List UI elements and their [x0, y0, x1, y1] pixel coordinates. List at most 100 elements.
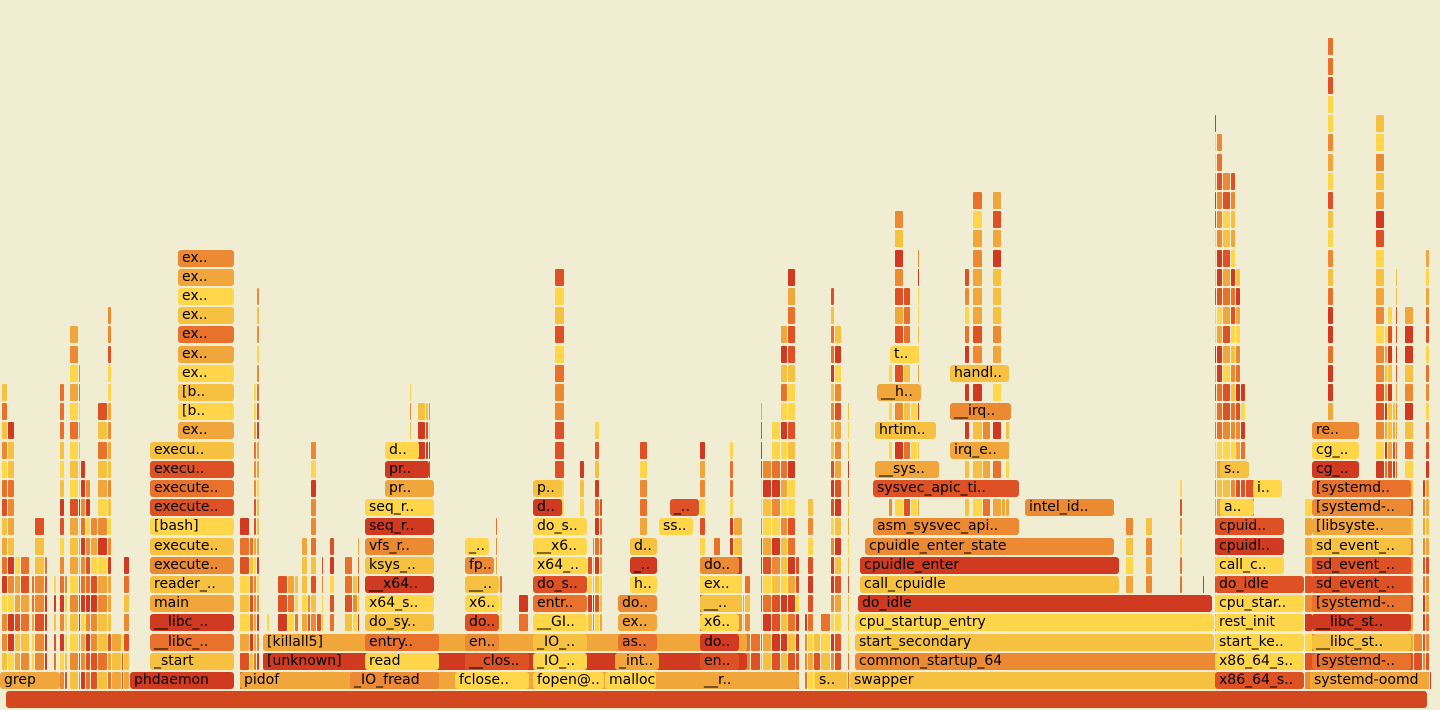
- small-frame[interactable]: [772, 537, 780, 555]
- small-frame[interactable]: [1423, 576, 1425, 593]
- small-frame[interactable]: [555, 307, 564, 325]
- small-frame[interactable]: [965, 499, 969, 517]
- small-frame[interactable]: [1217, 192, 1222, 209]
- small-frame[interactable]: [788, 384, 795, 401]
- small-frame[interactable]: [1305, 499, 1312, 517]
- small-frame[interactable]: [1426, 345, 1429, 363]
- small-frame[interactable]: [311, 480, 316, 497]
- small-frame[interactable]: [1231, 192, 1235, 209]
- small-frame[interactable]: [254, 614, 256, 632]
- small-frame[interactable]: [1231, 364, 1235, 382]
- small-frame[interactable]: [848, 633, 849, 651]
- small-frame[interactable]: [640, 460, 647, 478]
- small-frame[interactable]: [1236, 345, 1240, 363]
- small-frame[interactable]: [1396, 384, 1397, 401]
- small-frame[interactable]: [796, 595, 799, 613]
- small-frame[interactable]: [1217, 211, 1222, 229]
- small-frame[interactable]: [772, 480, 780, 497]
- small-frame[interactable]: [588, 556, 592, 574]
- small-frame[interactable]: [761, 633, 762, 651]
- small-frame[interactable]: [345, 556, 352, 574]
- small-frame[interactable]: [302, 537, 307, 555]
- small-frame[interactable]: [124, 614, 129, 632]
- small-frame[interactable]: [831, 480, 834, 497]
- small-frame[interactable]: [311, 614, 316, 632]
- small-frame[interactable]: [918, 288, 919, 305]
- small-frame[interactable]: [124, 633, 129, 651]
- small-frame[interactable]: [904, 441, 910, 459]
- small-frame[interactable]: [1423, 614, 1425, 632]
- small-frame[interactable]: [65, 652, 67, 670]
- small-frame[interactable]: [1231, 345, 1235, 363]
- small-frame[interactable]: [108, 499, 111, 517]
- stack-frame[interactable]: _IO_fread: [350, 672, 439, 689]
- small-frame[interactable]: [108, 422, 111, 440]
- small-frame[interactable]: [79, 499, 80, 517]
- small-frame[interactable]: [895, 230, 903, 248]
- stack-frame[interactable]: call_c..: [1215, 556, 1284, 574]
- small-frame[interactable]: [124, 652, 129, 670]
- small-frame[interactable]: [772, 595, 780, 613]
- small-frame[interactable]: [426, 422, 428, 440]
- small-frame[interactable]: [835, 499, 841, 517]
- small-frame[interactable]: [763, 556, 771, 574]
- small-frame[interactable]: [79, 441, 80, 459]
- small-frame[interactable]: [595, 480, 599, 497]
- small-frame[interactable]: [763, 652, 771, 670]
- small-frame[interactable]: [15, 576, 20, 593]
- stack-frame[interactable]: hrtim..: [875, 422, 936, 440]
- small-frame[interactable]: [1236, 403, 1240, 421]
- small-frame[interactable]: [79, 480, 80, 497]
- small-frame[interactable]: [278, 595, 287, 613]
- small-frame[interactable]: [1305, 537, 1312, 555]
- small-frame[interactable]: [91, 556, 97, 574]
- small-frame[interactable]: [700, 499, 705, 517]
- small-frame[interactable]: [831, 556, 834, 574]
- small-frame[interactable]: [8, 537, 14, 555]
- small-frame[interactable]: [240, 518, 249, 536]
- small-frame[interactable]: [973, 192, 982, 209]
- small-frame[interactable]: [124, 576, 129, 593]
- small-frame[interactable]: [788, 288, 795, 305]
- small-frame[interactable]: [45, 556, 47, 574]
- small-frame[interactable]: [848, 441, 849, 459]
- small-frame[interactable]: [81, 633, 85, 651]
- small-frame[interactable]: [1388, 307, 1392, 325]
- small-frame[interactable]: [70, 652, 78, 670]
- small-frame[interactable]: [1223, 326, 1230, 344]
- small-frame[interactable]: [330, 614, 334, 632]
- small-frame[interactable]: [983, 499, 990, 517]
- small-frame[interactable]: [796, 614, 799, 632]
- small-frame[interactable]: [831, 614, 834, 632]
- small-frame[interactable]: [21, 595, 29, 613]
- small-frame[interactable]: [788, 268, 795, 286]
- small-frame[interactable]: [781, 633, 787, 651]
- small-frame[interactable]: [81, 518, 85, 536]
- small-frame[interactable]: [808, 518, 813, 536]
- root-frame[interactable]: [6, 691, 1427, 709]
- stack-frame[interactable]: cpuidle_enter: [860, 556, 1119, 574]
- small-frame[interactable]: [1241, 422, 1245, 440]
- small-frame[interactable]: [86, 614, 90, 632]
- small-frame[interactable]: [808, 672, 813, 689]
- small-frame[interactable]: [21, 576, 29, 593]
- stack-frame[interactable]: d..: [533, 499, 562, 517]
- small-frame[interactable]: [1215, 460, 1216, 478]
- small-frame[interactable]: [1328, 345, 1333, 363]
- small-frame[interactable]: [65, 672, 67, 689]
- small-frame[interactable]: [1423, 633, 1425, 651]
- small-frame[interactable]: [555, 422, 564, 440]
- small-frame[interactable]: [410, 384, 411, 401]
- small-frame[interactable]: [911, 441, 917, 459]
- small-frame[interactable]: [1126, 518, 1133, 536]
- stack-frame[interactable]: _int..: [615, 652, 659, 670]
- small-frame[interactable]: [1328, 384, 1333, 401]
- small-frame[interactable]: [993, 230, 1001, 248]
- small-frame[interactable]: [700, 518, 705, 536]
- small-frame[interactable]: [965, 422, 969, 440]
- small-frame[interactable]: [2, 403, 7, 421]
- small-frame[interactable]: [86, 652, 90, 670]
- stack-frame[interactable]: ksys_..: [365, 556, 434, 574]
- small-frame[interactable]: [1215, 480, 1216, 497]
- small-frame[interactable]: [54, 614, 56, 632]
